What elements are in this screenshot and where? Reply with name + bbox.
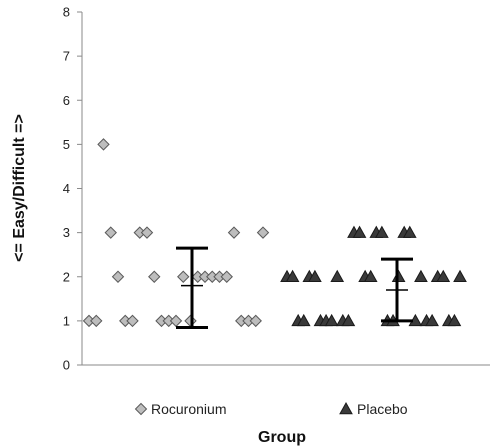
data-point-placebo: [436, 269, 451, 283]
data-point-rocuronium: [249, 314, 262, 328]
data-point-placebo: [375, 225, 389, 238]
data-point-placebo: [363, 269, 378, 283]
data-point-rocuronium: [111, 270, 125, 283]
data-point-placebo: [402, 225, 417, 238]
data-point-placebo: [414, 269, 428, 283]
data-point-rocuronium: [169, 314, 183, 328]
legend-marker-rocuronium: [134, 402, 148, 416]
data-point-rocuronium: [104, 226, 117, 239]
data-point-rocuronium: [140, 226, 154, 239]
data-point-placebo: [453, 269, 467, 283]
y-tick-label: 7: [63, 49, 70, 64]
y-tick-label: 0: [63, 358, 70, 373]
x-axis-title: Group: [258, 429, 306, 446]
data-point-placebo: [296, 313, 311, 327]
data-point-placebo: [341, 313, 356, 327]
y-axis-ticks: 0 1 2 3 4 5 6 7 8: [63, 5, 82, 373]
y-tick-label: 8: [63, 5, 70, 20]
y-tick-label: 5: [63, 137, 70, 152]
y-tick-label: 3: [63, 225, 70, 240]
data-point-rocuronium: [177, 270, 190, 283]
data-point-rocuronium: [126, 314, 139, 328]
data-point-rocuronium: [220, 270, 233, 283]
data-point-placebo: [285, 269, 300, 283]
data-point-placebo: [391, 269, 406, 283]
data-point-rocuronium: [148, 270, 161, 283]
y-tick-label: 1: [63, 313, 70, 328]
data-point-rocuronium: [256, 226, 270, 239]
data-point-placebo: [308, 269, 322, 283]
error-bars: [176, 246, 413, 329]
data-point-placebo: [425, 313, 439, 327]
data-point-rocuronium: [227, 226, 241, 239]
data-point-placebo: [324, 313, 339, 327]
data-point-rocuronium: [97, 138, 110, 151]
legend-marker-placebo: [339, 401, 353, 415]
data-point-rocuronium: [90, 314, 103, 328]
legend-label-placebo: Placebo: [357, 401, 408, 417]
data-point-placebo: [330, 269, 345, 283]
legend: Rocuronium Placebo: [134, 401, 408, 417]
data-point-placebo: [447, 313, 462, 327]
y-tick-label: 2: [63, 269, 70, 284]
y-axis-title: <= Easy/Difficult =>: [11, 114, 28, 262]
data-points: [82, 138, 467, 328]
data-point-placebo: [352, 225, 367, 238]
y-tick-label: 6: [63, 93, 70, 108]
legend-label-rocuronium: Rocuronium: [151, 401, 226, 417]
y-tick-label: 4: [63, 181, 70, 196]
